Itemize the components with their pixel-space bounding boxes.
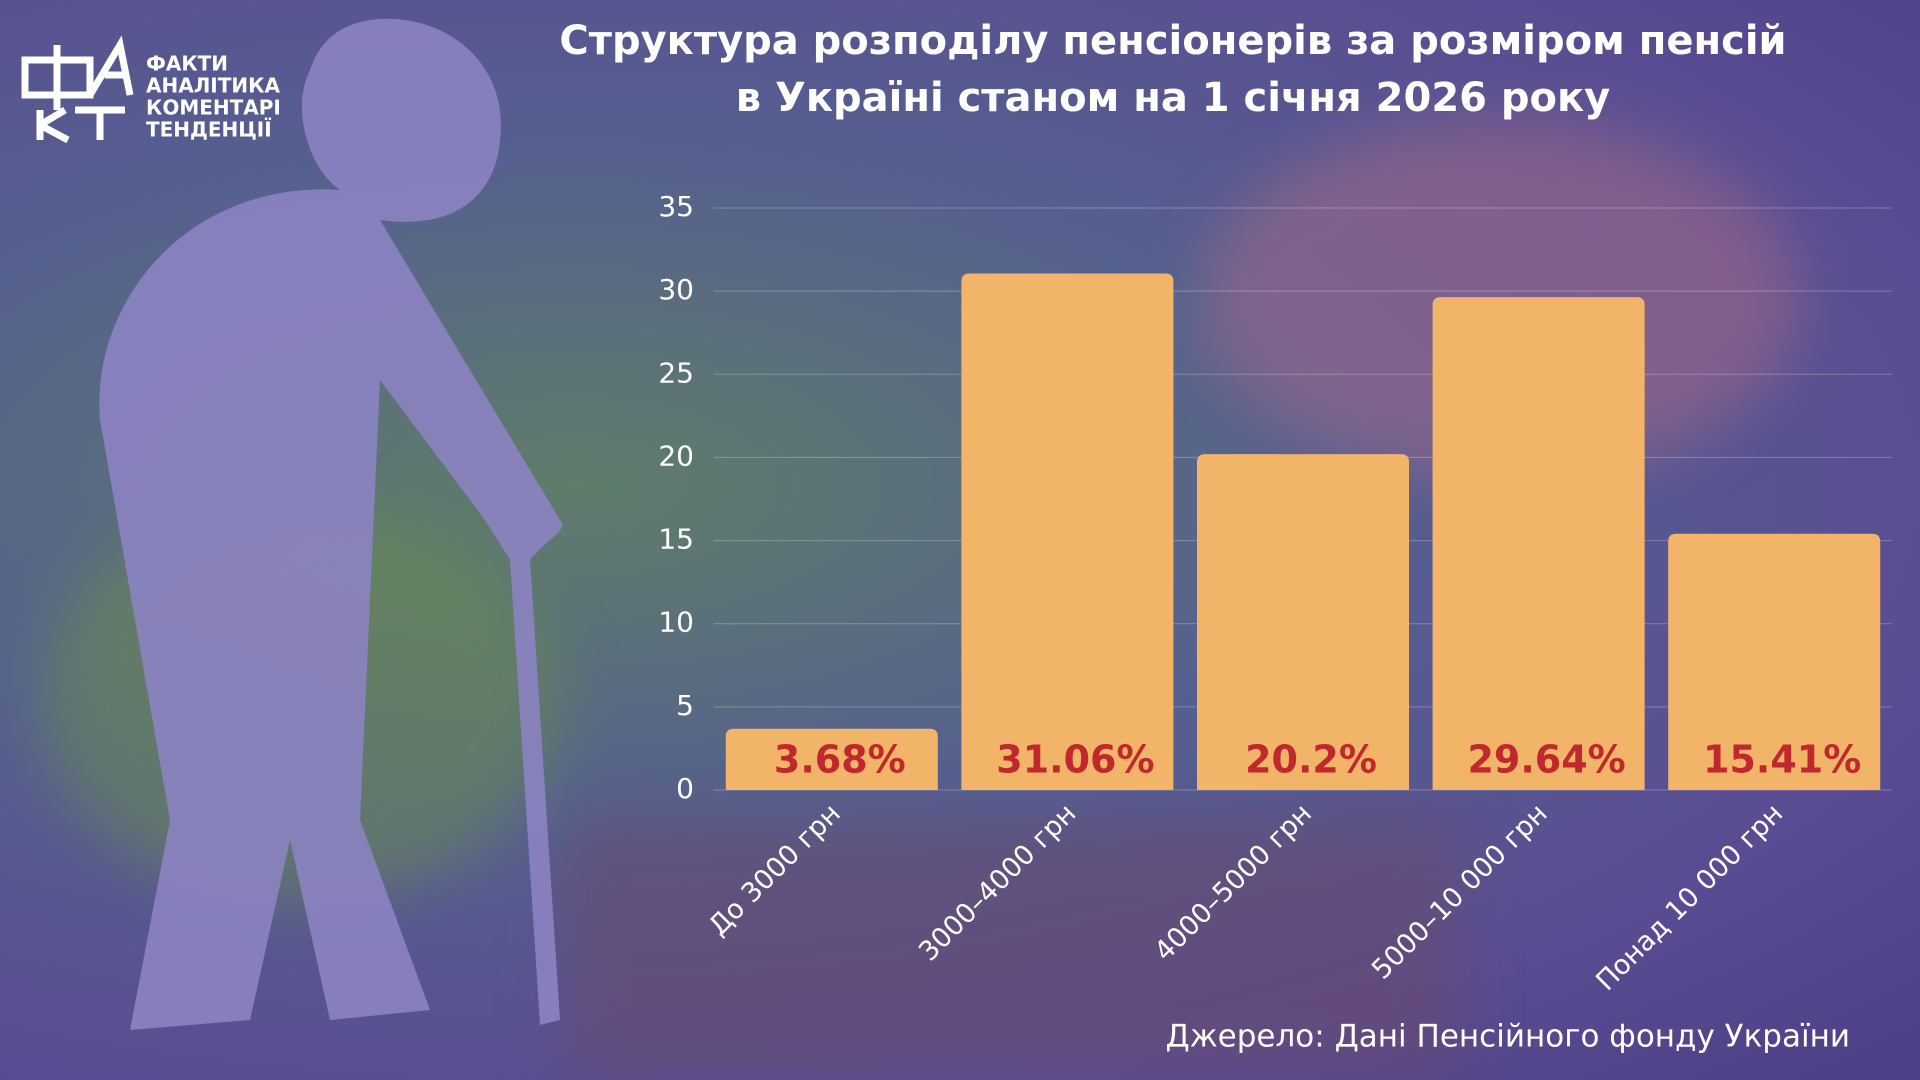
logo-text: АНАЛІТИКА — [146, 74, 280, 98]
value-label: 3.68% — [774, 738, 906, 782]
y-tick-label: 5 — [676, 689, 694, 722]
value-label: 20.2% — [1245, 738, 1377, 782]
y-tick-label: 20 — [658, 439, 694, 472]
y-tick-label: 10 — [658, 606, 694, 639]
chart-title: в Україні станом на 1 січня 2026 року — [736, 75, 1611, 121]
y-tick-label: 0 — [676, 772, 694, 805]
y-tick-label: 30 — [658, 273, 694, 306]
source: Джерело: Дані Пенсійного фонду України — [1166, 1019, 1850, 1055]
bar — [1196, 454, 1410, 790]
chart-title: Структура розподілу пенсіонерів за розмі… — [559, 18, 1786, 64]
value-label: 31.06% — [996, 738, 1154, 782]
logo-text: КОМЕНТАРІ — [146, 96, 281, 120]
bar — [725, 728, 938, 790]
x-tick-label: Понад 10 000 грн — [1590, 798, 1789, 997]
bar — [1668, 533, 1881, 790]
logo-text: ФАКТИ — [146, 52, 228, 76]
bar — [1432, 297, 1645, 790]
y-tick-label: 35 — [658, 190, 694, 223]
value-label: 15.41% — [1703, 738, 1861, 782]
logo-mark — [21, 35, 134, 144]
bar — [961, 273, 1174, 790]
logo-text: ТЕНДЕНЦІЇ — [146, 118, 272, 142]
value-label: 29.64% — [1467, 738, 1625, 782]
y-tick-label: 15 — [658, 523, 694, 556]
y-tick-label: 25 — [658, 356, 694, 389]
figure-silhouette — [99, 18, 563, 1031]
